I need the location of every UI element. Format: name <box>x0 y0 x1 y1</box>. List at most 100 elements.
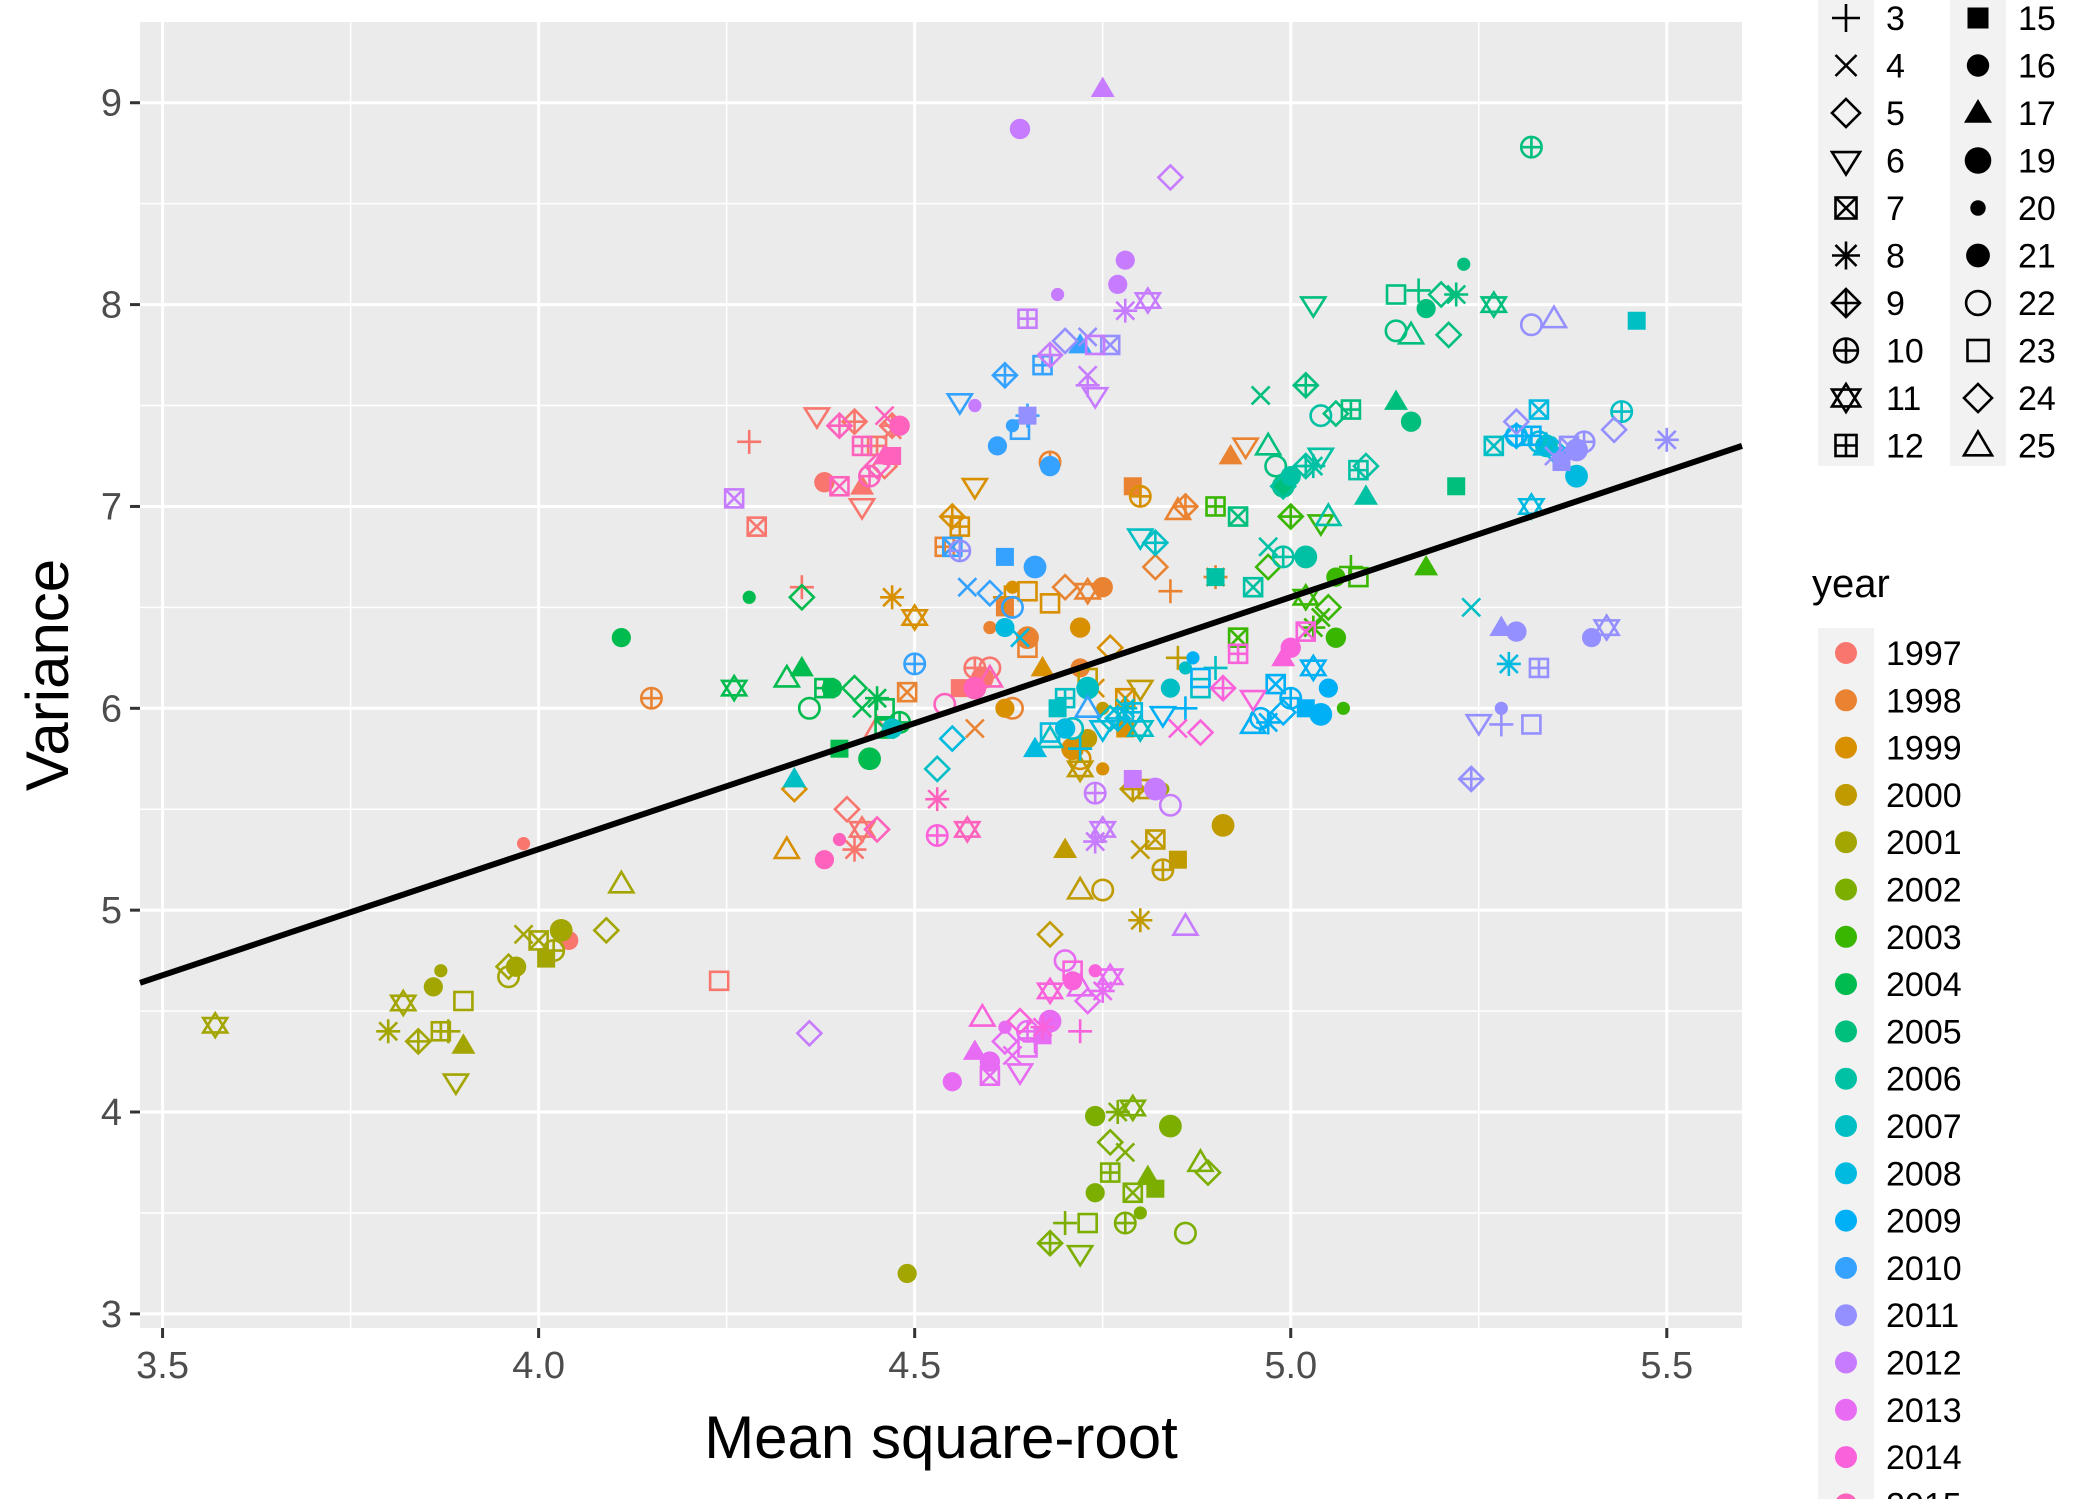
data-point-2001 <box>453 990 474 1012</box>
data-point-1998 <box>1141 553 1170 581</box>
data-point-2008 <box>1528 399 1550 420</box>
data-point-2000 <box>1078 728 1098 749</box>
shape-legend-label: 20 <box>2018 190 2056 228</box>
data-point-2005 <box>1444 282 1469 307</box>
data-point-2010 <box>976 579 1004 608</box>
data-point-1999 <box>1096 762 1110 776</box>
data-point-2015 <box>851 435 873 457</box>
data-point-2006 <box>1271 545 1295 569</box>
y-tick-label: 6 <box>101 688 122 730</box>
data-point-2012 <box>968 398 982 413</box>
data-point-2015 <box>832 832 847 847</box>
data-point-2011 <box>1502 407 1531 436</box>
data-point-2001 <box>549 918 573 942</box>
shape-legend-key <box>1964 289 1992 317</box>
data-point-1999 <box>880 585 905 610</box>
data-point-1998 <box>964 718 985 739</box>
year-legend-key-2010 <box>1835 1256 1857 1279</box>
data-point-2003 <box>1276 502 1305 531</box>
data-point-2002 <box>1053 1211 1078 1236</box>
data-point-1999 <box>772 835 802 860</box>
data-point-2004 <box>874 698 895 719</box>
data-point-1999 <box>995 698 1015 718</box>
shape-legend-key <box>1966 243 1990 268</box>
data-point-2012 <box>1171 911 1200 937</box>
data-point-2003 <box>1336 701 1350 715</box>
shape-legend-key <box>1829 381 1863 415</box>
data-point-2013 <box>998 1020 1012 1034</box>
x-tick-label: 4.5 <box>888 1345 941 1387</box>
data-point-2015 <box>863 815 891 844</box>
data-point-2014 <box>1088 964 1102 978</box>
year-legend-label: 2013 <box>1886 1392 1962 1430</box>
data-point-2004 <box>821 677 843 699</box>
data-point-2011 <box>1051 327 1079 355</box>
data-point-2008 <box>1023 736 1048 758</box>
year-legend-label: 2015 <box>1886 1486 1962 1499</box>
x-axis-ticks: 3.5 4.0 4.5 5.0 5.5 <box>136 1328 1693 1387</box>
data-point-2000 <box>1125 679 1155 703</box>
data-point-1997 <box>847 497 877 521</box>
data-point-2002 <box>1133 1206 1147 1220</box>
data-point-2008 <box>1122 702 1144 723</box>
shape-legend-label: 6 <box>1886 143 1905 181</box>
data-point-2015 <box>925 787 950 812</box>
year-legend-label: 2005 <box>1886 1013 1962 1051</box>
data-point-2010 <box>991 361 1019 390</box>
shape-legend-key <box>1832 4 1860 32</box>
data-point-2005 <box>1416 299 1436 319</box>
data-point-2008 <box>938 724 967 753</box>
data-point-2010 <box>957 577 978 598</box>
data-point-1999 <box>1128 484 1152 508</box>
shape-legend-key <box>1832 241 1860 270</box>
data-point-2015 <box>975 663 1005 688</box>
shape-legend-key <box>1829 150 1863 177</box>
data-point-2012 <box>1084 334 1106 356</box>
data-point-2007 <box>1076 676 1100 700</box>
year-legend-label: 2011 <box>1886 1297 1959 1335</box>
data-point-2000 <box>1168 850 1187 869</box>
shape-legend-key <box>1966 338 1990 363</box>
data-point-1997 <box>833 795 861 824</box>
data-point-2010 <box>987 436 1008 456</box>
data-point-2002 <box>1194 1158 1222 1187</box>
shape-legend-key <box>1830 97 1862 129</box>
shape-legend-key <box>1970 200 1986 216</box>
data-point-2013 <box>1017 1037 1038 1058</box>
data-point-2008 <box>1565 464 1588 488</box>
shape-legend-label: 7 <box>1886 190 1905 228</box>
data-point-2010 <box>903 652 927 676</box>
data-point-2000 <box>1145 829 1166 850</box>
year-legend-key-2008 <box>1835 1162 1857 1185</box>
year-legend-label: 2003 <box>1886 919 1962 957</box>
data-point-2012 <box>723 488 745 509</box>
data-point-2014 <box>1209 674 1237 702</box>
data-point-2015 <box>883 446 902 465</box>
data-point-2014 <box>1227 643 1249 665</box>
data-point-2015 <box>858 464 882 488</box>
data-point-2011 <box>1581 628 1602 648</box>
data-point-2001 <box>537 949 556 968</box>
data-point-2002 <box>1077 1212 1098 1234</box>
data-point-2011 <box>1654 427 1679 452</box>
shape-legend-label: 4 <box>1886 48 1905 86</box>
data-point-2001 <box>505 956 527 977</box>
data-point-2014 <box>1238 689 1268 713</box>
data-point-1998 <box>1171 492 1200 521</box>
data-point-1999 <box>900 603 930 632</box>
data-point-2012 <box>1088 814 1118 844</box>
data-point-2011 <box>1592 613 1621 643</box>
data-point-2012 <box>1017 308 1038 330</box>
data-point-2003 <box>1325 627 1347 648</box>
data-point-2013 <box>942 1072 962 1092</box>
data-point-2014 <box>925 823 949 847</box>
year-legend-key-2009 <box>1835 1209 1857 1232</box>
data-point-2001 <box>423 977 443 997</box>
data-point-2001 <box>451 1033 476 1054</box>
year-legend-label: 2000 <box>1886 777 1962 815</box>
data-point-1998 <box>1231 437 1260 461</box>
data-point-2013 <box>979 1065 1001 1086</box>
data-point-2001 <box>494 952 523 981</box>
data-point-2006 <box>1242 576 1264 598</box>
data-point-2014 <box>1062 960 1083 982</box>
